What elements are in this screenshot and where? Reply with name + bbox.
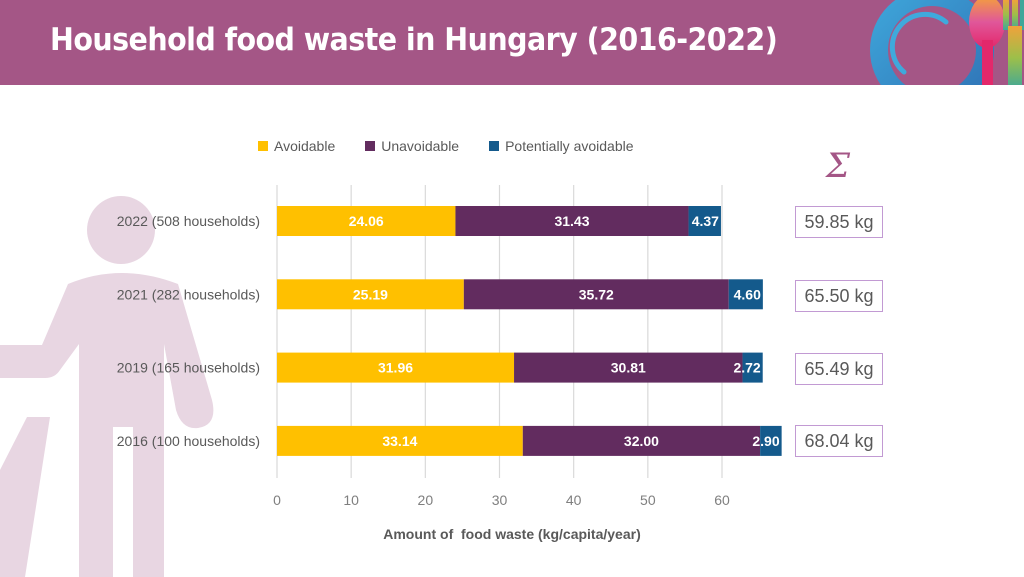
legend-swatch-potentially-avoidable: [489, 141, 500, 151]
category-label: 2016 (100 households): [117, 433, 260, 449]
x-tick-label: 60: [714, 492, 730, 508]
x-tick-label: 10: [343, 492, 359, 508]
legend-item-avoidable: Avoidable: [258, 138, 335, 154]
x-tick-label: 40: [566, 492, 582, 508]
data-label: 4.37: [692, 213, 719, 229]
chart-legend: Avoidable Unavoidable Potentially avoida…: [258, 138, 634, 154]
page-title: Household food waste in Hungary (2016-20…: [50, 22, 778, 58]
total-box-2021: 65.50 kg: [795, 280, 883, 312]
data-label: 2.72: [733, 360, 760, 376]
bar-segment-avoidable: [277, 352, 515, 383]
x-tick-label: 20: [418, 492, 434, 508]
plate-cutlery-logo-icon: [870, 0, 1024, 85]
bar-segment-avoidable: [277, 206, 456, 236]
legend-label: Potentially avoidable: [505, 138, 634, 154]
x-tick-label: 30: [492, 492, 508, 508]
bar-segment-unavoidable: [514, 352, 743, 383]
legend-item-potentially-avoidable: Potentially avoidable: [489, 138, 634, 154]
labels: 0 10 20 30 40 50 60 2022 (508 households) 24.06 3…: [117, 213, 780, 508]
bar-segment-potentially-avoidable: [688, 206, 721, 236]
data-label: 2.90: [752, 433, 779, 449]
bar-segment-potentially-avoidable: [760, 425, 782, 456]
category-label: 2022 (508 households): [117, 213, 260, 229]
data-label: 31.96: [378, 360, 413, 376]
legend-label: Avoidable: [274, 138, 336, 154]
bar-segment-avoidable: [277, 425, 523, 456]
data-label: 33.14: [382, 433, 417, 449]
legend-item-unavoidable: Unavoidable: [365, 138, 459, 154]
bars: [277, 206, 782, 456]
category-label: 2021 (282 households): [117, 286, 260, 302]
total-box-2016: 68.04 kg: [795, 425, 883, 457]
bar-segment-potentially-avoidable: [728, 279, 763, 310]
x-tick-label: 0: [273, 492, 281, 508]
bar-segment-unavoidable: [522, 425, 761, 456]
bar-segment-avoidable: [277, 279, 464, 310]
data-label: 30.81: [611, 360, 646, 376]
legend-swatch-avoidable: [258, 141, 268, 151]
x-tick-label: 50: [640, 492, 656, 508]
x-axis-title: Amount of food waste (kg/capita/year): [383, 526, 640, 542]
bar-segment-unavoidable: [455, 206, 689, 236]
legend-swatch-unavoidable: [365, 141, 376, 151]
category-label: 2019 (165 households): [117, 360, 260, 376]
person-silhouette-icon: [0, 196, 214, 577]
data-label: 4.60: [734, 286, 761, 302]
data-label: 32.00: [624, 433, 659, 449]
total-box-2019: 65.49 kg: [795, 353, 883, 385]
data-label: 24.06: [349, 213, 384, 229]
total-box-2022: 59.85 kg: [795, 206, 883, 238]
data-label: 35.72: [579, 286, 614, 302]
bar-segment-unavoidable: [463, 279, 729, 310]
sigma-sum-icon: Σ: [826, 146, 851, 186]
data-label: 31.43: [554, 213, 589, 229]
bar-segment-potentially-avoidable: [742, 352, 763, 383]
legend-label: Unavoidable: [381, 138, 460, 154]
header-banner: Household food waste in Hungary (2016-20…: [0, 0, 1024, 85]
data-label: 25.19: [353, 286, 388, 302]
